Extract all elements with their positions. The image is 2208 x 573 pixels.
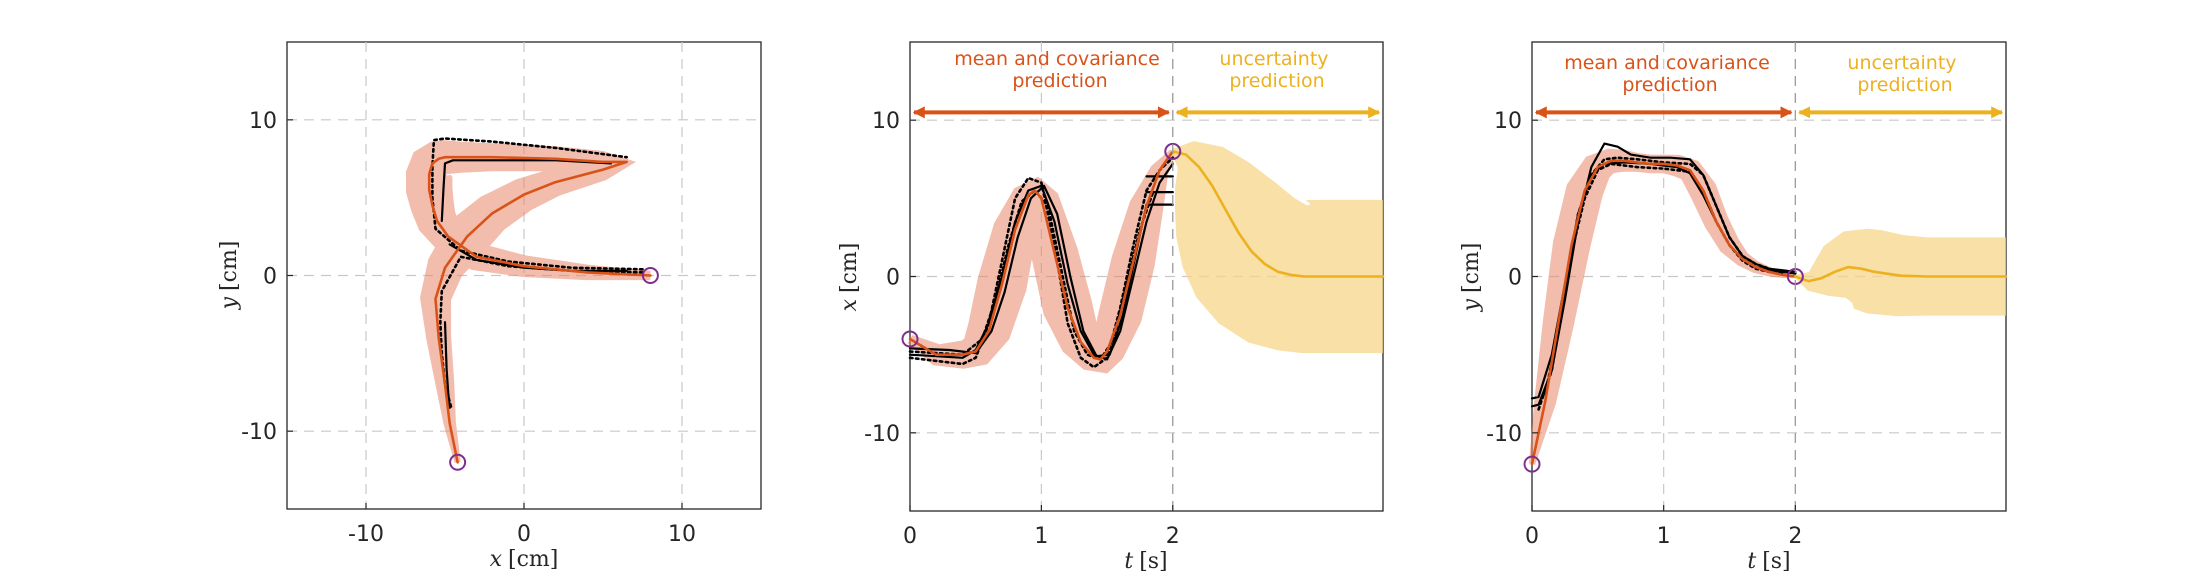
uncertainty-band <box>1794 228 2006 317</box>
demonstration-line <box>440 159 612 223</box>
annotation-uncertainty: uncertainty prediction <box>1847 52 1962 96</box>
x-tick-label: 1 <box>1034 524 1048 549</box>
mean-line <box>908 150 1175 361</box>
demonstration-line <box>448 243 628 272</box>
uncertainty-band <box>1172 141 1383 354</box>
y-tick-label: 0 <box>263 265 277 290</box>
x-tick-labels: 0 1 2 <box>1525 505 1802 549</box>
x-tick-label: 2 <box>1166 524 1180 549</box>
y-tick-labels: -10 0 10 <box>864 109 916 447</box>
mean-line <box>1530 159 1797 466</box>
x-axis-label: t [s] <box>1124 549 1167 573</box>
mean-line <box>427 155 652 464</box>
annotation-mean-covariance: mean and covariance prediction <box>1564 52 1776 96</box>
x-tick-label: 0 <box>517 522 531 547</box>
phase-arrows <box>1534 42 2004 511</box>
grid-lines <box>287 42 761 509</box>
endpoint-marker <box>1523 455 1541 473</box>
endpoint-markers <box>449 267 659 471</box>
confidence-bands <box>907 141 1383 374</box>
x-tick-labels: 0 1 2 <box>903 505 1180 549</box>
y-axis-label: y[cm] <box>217 241 242 311</box>
x-tick-labels: -10 0 10 <box>348 503 696 547</box>
y-tick-label: -10 <box>864 422 900 447</box>
x-axis-label: t [s] <box>1747 549 1790 573</box>
y-tick-label: -10 <box>1486 422 1522 447</box>
uncertainty-mean-line <box>1794 265 2008 283</box>
endpoint-marker <box>449 453 467 471</box>
demonstration-line <box>443 321 451 409</box>
endpoint-marker <box>901 330 919 348</box>
y-axis-label: x[cm] <box>837 243 862 312</box>
y-tick-label: 10 <box>1494 109 1522 134</box>
annotation-uncertainty: uncertainty prediction <box>1219 48 1334 92</box>
annotation-mean-covariance: mean and covariance prediction <box>954 48 1166 92</box>
covariance-band <box>1528 148 1796 465</box>
x-tick-label: 10 <box>668 522 696 547</box>
y-tick-label: 0 <box>1508 266 1522 291</box>
y-tick-label: 10 <box>249 109 277 134</box>
y-tick-labels: -10 0 10 <box>241 109 293 445</box>
y-axis-label: y[cm] <box>1459 243 1484 313</box>
y-tick-labels: -10 0 10 <box>1486 109 1538 447</box>
chart-panel-x-time: mean and covariance prediction uncertain… <box>837 41 1385 573</box>
chart-panel-y-time: mean and covariance prediction uncertain… <box>1459 41 2008 573</box>
phase-arrows <box>912 42 1381 511</box>
demonstration-line <box>1530 142 1797 408</box>
x-tick-label: 2 <box>1788 524 1802 549</box>
trajectory-lines <box>1530 142 2008 466</box>
trajectory-lines <box>908 150 1385 369</box>
x-tick-label: -10 <box>348 522 384 547</box>
y-tick-label: 10 <box>872 109 900 134</box>
confidence-bands <box>406 140 651 463</box>
covariance-band <box>406 140 651 463</box>
demonstration-line <box>908 184 1148 358</box>
x-axis-label: x [cm] <box>490 547 559 572</box>
endpoint-marker <box>1164 142 1182 160</box>
endpoint-markers <box>901 142 1182 348</box>
endpoint-marker <box>641 267 659 284</box>
y-tick-label: -10 <box>241 420 277 445</box>
trajectory-lines <box>427 137 652 464</box>
demonstration-line-dotted <box>908 156 1175 369</box>
x-tick-label: 1 <box>1657 524 1671 549</box>
covariance-band <box>907 149 1176 374</box>
confidence-bands <box>1528 148 2006 465</box>
y-tick-label: 0 <box>886 266 900 291</box>
x-tick-label: 0 <box>903 524 917 549</box>
chart-panel-xy: -10 0 10 -10 0 10 x [cm] y[cm] <box>217 41 762 572</box>
x-tick-label: 0 <box>1525 524 1539 549</box>
uncertainty-mean-line <box>1171 150 1385 278</box>
